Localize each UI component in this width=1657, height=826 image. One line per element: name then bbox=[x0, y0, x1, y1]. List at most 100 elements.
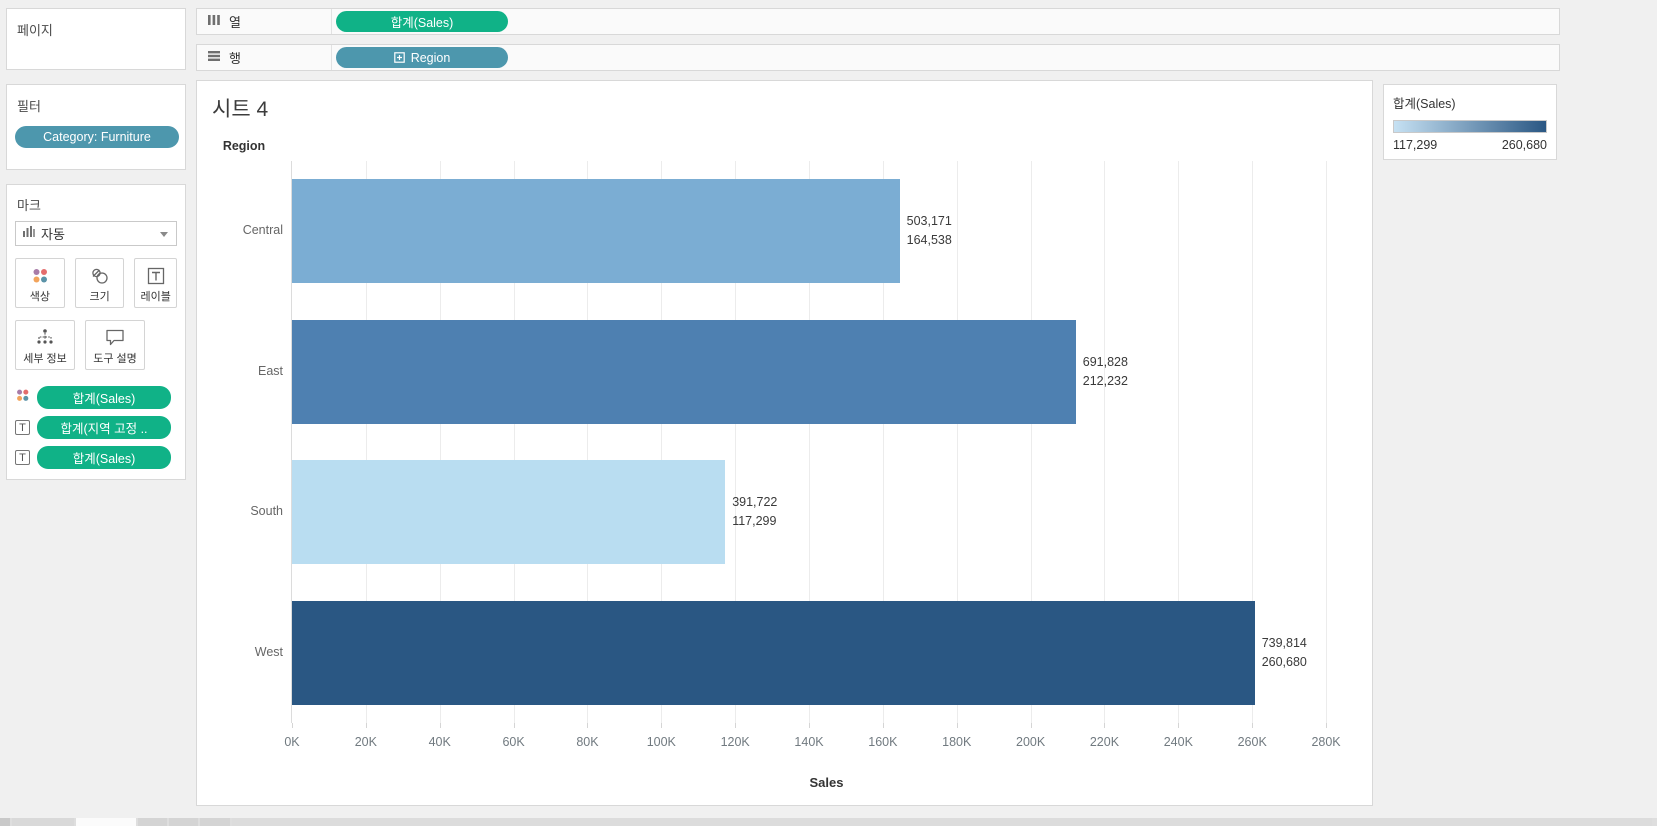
x-axis-tick bbox=[439, 723, 441, 728]
x-axis-tick-label: 0K bbox=[284, 735, 300, 749]
x-axis-tick bbox=[587, 723, 589, 728]
sheet-tab-active[interactable] bbox=[76, 818, 136, 826]
sheet-tab[interactable] bbox=[169, 818, 198, 826]
gridline bbox=[1252, 161, 1254, 723]
row-label-west[interactable]: West bbox=[254, 644, 283, 659]
bar-value-labels-west: 739,814 260,680 bbox=[1261, 635, 1307, 669]
x-axis-tick bbox=[1326, 723, 1328, 728]
columns-pill-sum-sales[interactable]: 합계(Sales) bbox=[336, 11, 508, 32]
mark-type-dropdown[interactable]: 자동 bbox=[15, 221, 177, 246]
tooltip-bubble-icon bbox=[105, 328, 125, 347]
gridline bbox=[439, 161, 441, 723]
gridline bbox=[587, 161, 589, 723]
marks-card: 마크 자동 색상 크기 bbox=[6, 184, 186, 480]
filter-pill-category-furniture[interactable]: Category: Furniture bbox=[15, 126, 179, 148]
sheet-tab-strip bbox=[0, 818, 1657, 826]
x-axis-tick bbox=[292, 723, 293, 728]
x-axis-tick bbox=[1178, 723, 1180, 728]
sheet-tab[interactable] bbox=[12, 818, 74, 826]
bar-chart-plot-area: 0K 20K 40K 60K 80K 100K 120K 140K 160K 180K 200K 22… bbox=[243, 161, 1362, 749]
x-axis-tick bbox=[513, 723, 515, 728]
sheet-tab[interactable] bbox=[0, 818, 10, 826]
filters-shelf-title: 필터 bbox=[17, 99, 41, 114]
x-axis-tick bbox=[735, 723, 737, 728]
gridline bbox=[882, 161, 884, 723]
sheet-tab[interactable] bbox=[138, 818, 167, 826]
expand-plus-icon bbox=[393, 52, 405, 63]
sheet-tab[interactable] bbox=[232, 818, 1652, 826]
columns-icon bbox=[207, 13, 221, 31]
mark-pill-label-sum-sales[interactable]: 합계(Sales) bbox=[37, 446, 171, 469]
x-axis-tick-label: 260K bbox=[1237, 735, 1267, 749]
size-icon bbox=[90, 267, 109, 285]
columns-shelf-text: 열 bbox=[229, 15, 241, 30]
x-axis-tick bbox=[1252, 723, 1254, 728]
tooltip-button-label: 도구 설명 bbox=[93, 353, 137, 365]
label-T-icon bbox=[147, 267, 165, 285]
gridline bbox=[661, 161, 663, 723]
gridline bbox=[1326, 161, 1328, 723]
rows-icon bbox=[207, 49, 221, 67]
gridline bbox=[735, 161, 737, 723]
bar-central[interactable] bbox=[292, 179, 900, 284]
bar-west[interactable] bbox=[292, 600, 1255, 705]
gridline bbox=[513, 161, 515, 723]
x-axis-tick-label: 160K bbox=[868, 735, 898, 749]
x-axis-tick bbox=[365, 723, 367, 728]
x-axis-title: Sales bbox=[809, 775, 844, 790]
color-button-label: 색상 bbox=[29, 291, 50, 303]
sheet-tab[interactable] bbox=[200, 818, 230, 826]
legend-gradient-ramp[interactable] bbox=[1393, 120, 1547, 133]
color-dots-icon bbox=[31, 267, 49, 285]
legend-title: 합계(Sales) bbox=[1393, 97, 1456, 111]
rows-shelf-label: 행 bbox=[197, 45, 332, 70]
rows-shelf-text: 행 bbox=[229, 51, 241, 66]
mark-pill-color-sum-sales[interactable]: 합계(Sales) bbox=[37, 386, 171, 409]
row-label-east[interactable]: East bbox=[257, 363, 283, 378]
gridline bbox=[1104, 161, 1106, 723]
gridline bbox=[809, 161, 811, 723]
rows-pill-region[interactable]: Region bbox=[336, 47, 508, 68]
row-label-south[interactable]: South bbox=[250, 504, 283, 519]
x-axis-tick-label: 100K bbox=[646, 735, 676, 749]
columns-shelf-label: 열 bbox=[197, 9, 332, 34]
pages-shelf-title: 페이지 bbox=[17, 23, 53, 38]
x-axis-tick-label: 120K bbox=[720, 735, 750, 749]
tooltip-button[interactable]: 도구 설명 bbox=[85, 320, 145, 370]
legend-range: 117,299 260,680 bbox=[1393, 138, 1547, 152]
x-axis-tick bbox=[661, 723, 663, 728]
detail-hierarchy-icon bbox=[35, 328, 55, 347]
x-axis-tick-label: 140K bbox=[794, 735, 824, 749]
x-axis-tick bbox=[956, 723, 958, 728]
detail-button[interactable]: 세부 정보 bbox=[15, 320, 75, 370]
x-axis-tick-label: 40K bbox=[428, 735, 451, 749]
legend-max-value: 260,680 bbox=[1501, 138, 1547, 152]
color-legend-card[interactable]: 합계(Sales) 117,299 260,680 bbox=[1383, 84, 1557, 160]
x-axis-tick-label: 60K bbox=[502, 735, 525, 749]
x-axis-tick bbox=[1104, 723, 1106, 728]
size-button[interactable]: 크기 bbox=[74, 258, 125, 308]
label-button[interactable]: 레이블 bbox=[134, 258, 178, 308]
x-axis-tick bbox=[809, 723, 811, 728]
chevron-down-icon bbox=[160, 232, 168, 237]
color-button[interactable]: 색상 bbox=[15, 258, 65, 308]
x-axis-tick bbox=[1030, 723, 1032, 728]
pages-shelf-card: 페이지 bbox=[6, 8, 186, 70]
size-button-label: 크기 bbox=[89, 291, 110, 303]
label-T-icon: T bbox=[15, 450, 30, 465]
rows-shelf: 행 Region bbox=[196, 44, 1560, 71]
mark-pill-label-region-fixed[interactable]: 합계(지역 고정 .. bbox=[37, 416, 171, 439]
rows-pill-region-text: Region bbox=[410, 50, 451, 65]
bar-value-labels-east: 691,828 212,232 bbox=[1082, 354, 1128, 388]
bar-value-labels-south: 391,722 117,299 bbox=[732, 495, 778, 529]
label-button-label: 레이블 bbox=[140, 291, 171, 303]
x-axis-tick bbox=[882, 723, 884, 728]
row-label-central[interactable]: Central bbox=[242, 223, 283, 238]
mark-type-label: 자동 bbox=[41, 227, 65, 242]
sheet-title: 시트 4 bbox=[212, 98, 269, 121]
columns-shelf: 열 합계(Sales) bbox=[196, 8, 1560, 35]
bar-east[interactable] bbox=[292, 319, 1076, 424]
bar-chart-icon bbox=[22, 225, 35, 243]
bar-south[interactable] bbox=[292, 460, 726, 565]
